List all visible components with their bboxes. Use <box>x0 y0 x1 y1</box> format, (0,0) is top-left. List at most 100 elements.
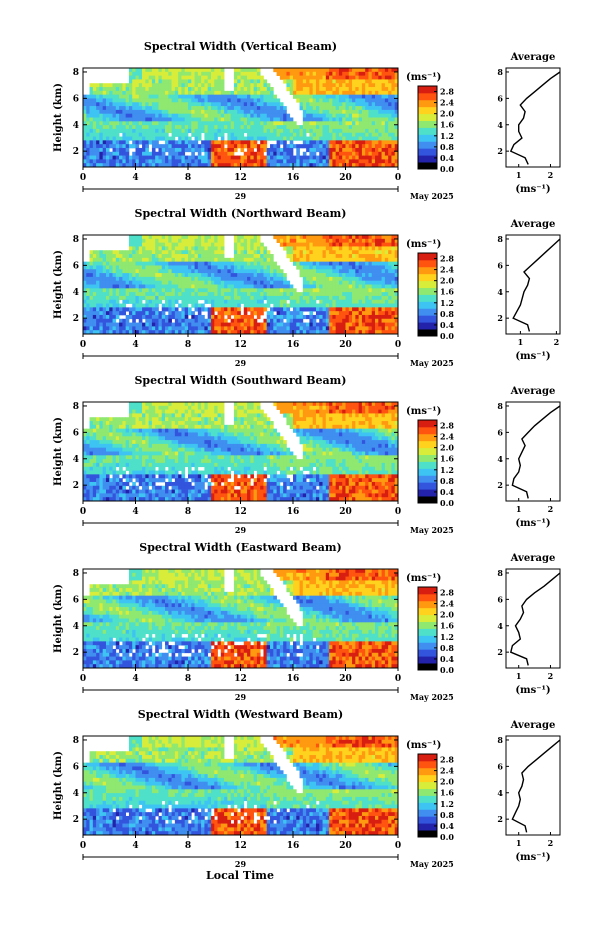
heatmap-cell <box>204 254 209 259</box>
heatmap-cell <box>112 314 117 320</box>
heatmap-cell <box>83 303 87 308</box>
heatmap-cell <box>181 326 186 331</box>
heatmap-cell <box>142 87 146 92</box>
heatmap-cell <box>158 79 163 84</box>
heatmap-cell <box>201 292 205 297</box>
heatmap-cell <box>240 155 245 160</box>
heatmap-cell <box>243 79 248 84</box>
heatmap-cell <box>151 132 156 137</box>
heatmap-cell <box>312 288 317 293</box>
heatmap-cell <box>381 102 386 107</box>
heatmap-cell <box>161 128 166 134</box>
heatmap-cell <box>138 102 143 107</box>
heatmap-cell <box>279 242 284 247</box>
heatmap-cell <box>283 136 287 141</box>
heatmap-cell <box>119 295 123 301</box>
heatmap-cell <box>145 94 149 99</box>
heatmap-cell <box>112 265 117 270</box>
heatmap-cell <box>145 295 149 301</box>
heatmap-cell <box>345 276 350 282</box>
heatmap-cell <box>194 155 199 160</box>
heatmap-cell <box>148 254 153 259</box>
heatmap-cell <box>96 261 100 266</box>
heatmap-cell <box>197 117 202 122</box>
heatmap-cell <box>220 144 225 149</box>
heatmap-cell <box>194 102 199 107</box>
heatmap-cell <box>358 257 363 263</box>
heatmap-cell <box>263 261 268 266</box>
heatmap-cell <box>256 269 261 274</box>
heatmap-cell <box>273 109 277 115</box>
heatmap-cell <box>345 106 350 111</box>
heatmap-cell <box>96 132 100 137</box>
heatmap-cell <box>237 318 241 323</box>
heatmap-cell <box>178 159 182 164</box>
heatmap-cell <box>381 132 386 137</box>
heatmap-cell <box>237 163 241 168</box>
heatmap-cell <box>161 238 166 243</box>
heatmap-cell <box>302 307 307 312</box>
heatmap-cell <box>243 163 248 168</box>
heatmap-cell <box>155 330 159 335</box>
heatmap-cell <box>165 246 169 251</box>
heatmap-cell <box>355 102 359 107</box>
heatmap-cell <box>191 132 195 137</box>
heatmap-cell <box>312 292 317 297</box>
heatmap-cell <box>240 87 245 92</box>
heatmap-cell <box>210 155 215 160</box>
heatmap-cell <box>283 292 287 297</box>
heatmap-cell <box>335 276 340 282</box>
heatmap-cell <box>358 128 363 134</box>
heatmap-cell <box>345 295 350 301</box>
heatmap-cell <box>210 280 215 285</box>
heatmap-cell <box>358 147 363 153</box>
heatmap-cell <box>89 322 94 327</box>
heatmap-cell <box>368 273 373 278</box>
heatmap-cell <box>332 106 337 111</box>
heatmap-cell <box>197 128 202 134</box>
heatmap-cell <box>138 125 143 130</box>
heatmap-cell <box>332 280 337 285</box>
heatmap-cell <box>250 94 254 99</box>
heatmap-cell <box>371 250 376 255</box>
heatmap-cell <box>89 102 94 107</box>
heatmap-cell <box>158 109 163 115</box>
heatmap-cell <box>122 163 127 168</box>
heatmap-cell <box>174 292 179 297</box>
heatmap-cell <box>135 121 140 126</box>
heatmap-cell <box>89 432 94 437</box>
heatmap-cell <box>109 288 113 293</box>
heatmap-cell <box>247 136 251 141</box>
heatmap-cell <box>138 238 143 243</box>
heatmap-cell <box>371 269 376 274</box>
heatmap-cell <box>365 257 369 263</box>
heatmap-cell <box>132 144 136 149</box>
heatmap-cell <box>89 292 94 297</box>
heatmap-cell <box>135 151 140 156</box>
heatmap-cell <box>302 295 307 301</box>
heatmap-cell <box>201 330 205 335</box>
heatmap-cell <box>83 466 87 471</box>
heatmap-cell <box>210 292 215 297</box>
heatmap-cell <box>207 235 212 240</box>
heatmap-cell <box>86 265 90 270</box>
heatmap-cell <box>237 299 241 304</box>
heatmap-cell <box>214 83 218 88</box>
heatmap-cell <box>122 155 127 160</box>
heatmap-cell <box>119 273 123 278</box>
heatmap-cell <box>132 295 136 301</box>
heatmap-cell <box>89 466 94 471</box>
heatmap-cell <box>102 466 107 471</box>
heatmap-cell <box>105 269 110 274</box>
heatmap-cell <box>115 311 120 316</box>
heatmap-cell <box>174 98 179 103</box>
heatmap-cell <box>394 288 399 293</box>
heatmap-cell <box>214 155 218 160</box>
heatmap-cell <box>332 90 337 96</box>
heatmap-cell <box>352 140 356 145</box>
heatmap-cell <box>365 238 369 243</box>
heatmap-cell <box>283 147 287 153</box>
heatmap-cell <box>391 314 396 320</box>
heatmap-cell <box>197 261 202 266</box>
heatmap-cell <box>220 314 225 320</box>
